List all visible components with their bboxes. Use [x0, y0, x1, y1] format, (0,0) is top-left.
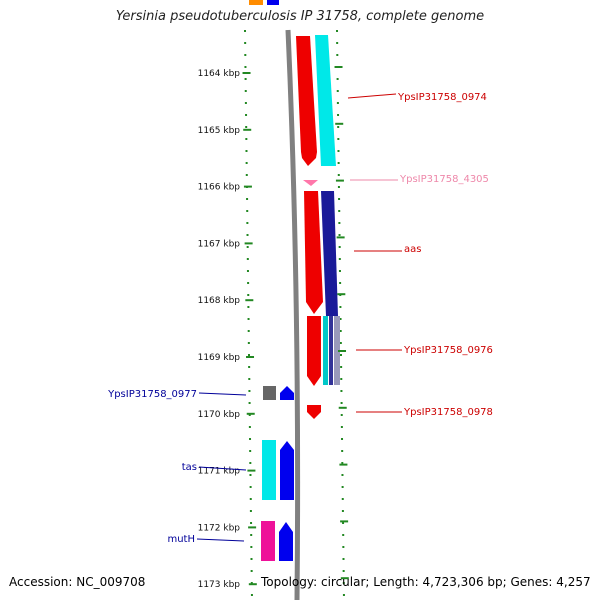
gene-label-ypsip31758-4305[interactable]: YpsIP31758_4305: [399, 174, 489, 185]
tick-label: 1172 kbp: [198, 523, 241, 533]
genome-backbone: [285, 29, 301, 600]
gene-arrow-aas[interactable]: [304, 191, 323, 314]
topology-text: Topology: circular; Length: 4,723,306 bp…: [261, 575, 591, 589]
accession-text: Accession: NC_009708: [9, 575, 146, 589]
gene-arrow-ypsip31758-0977[interactable]: [263, 386, 276, 400]
gene-arrow-ypsip31758-4305[interactable]: [303, 180, 318, 186]
tick-label: 1168 kbp: [198, 296, 241, 306]
gene-arrow-ypsip31758-0978[interactable]: [307, 405, 321, 419]
tick-label: 1167 kbp: [198, 239, 241, 249]
gene-arrow-indigo[interactable]: [329, 316, 333, 385]
gene-arrow-blue-mid[interactable]: [280, 441, 294, 500]
tick-label: 1164 kbp: [198, 69, 241, 79]
tick-label: 1170 kbp: [198, 410, 241, 420]
gene-label-leader: [196, 538, 245, 542]
gene-label-leader: [347, 93, 397, 99]
gene-label-ypsip31758-0977[interactable]: YpsIP31758_0977: [107, 389, 197, 400]
forward-genes: [296, 35, 340, 419]
gene-arrow-tas[interactable]: [262, 440, 276, 500]
gene-arrow-navy[interactable]: [321, 191, 338, 316]
gene-arrow-ypsip31758-0976[interactable]: [307, 316, 321, 386]
kbp-axis: 1164 kbp 1165 kbp 1166 kbp 1167 kbp 1168 kbp…: [198, 66, 349, 590]
gene-label-ypsip31758-0978[interactable]: YpsIP31758_0978: [403, 407, 493, 418]
ruler-right: [336, 29, 345, 600]
gene-label-muth[interactable]: mutH: [167, 534, 195, 545]
tick-label: 1173 kbp: [198, 580, 241, 590]
gene-label-leader: [198, 392, 247, 396]
gene-arrow-lavender[interactable]: [334, 316, 340, 385]
gene-arrow-cyan-upper[interactable]: [315, 35, 336, 166]
tick-label: 1165 kbp: [198, 126, 241, 136]
gene-label-ypsip31758-0974[interactable]: YpsIP31758_0974: [397, 92, 487, 103]
tick-label: 1169 kbp: [198, 353, 241, 363]
gene-arrow-blue-small[interactable]: [280, 386, 294, 400]
genome-title: Yersinia pseudotuberculosis IP 31758, co…: [115, 9, 485, 24]
feature-stub-orange: [249, 0, 263, 5]
feature-stub-blue: [267, 0, 279, 5]
gene-label-ypsip31758-0976[interactable]: YpsIP31758_0976: [403, 345, 493, 356]
ruler-left: [244, 29, 253, 600]
reverse-genes: [261, 386, 294, 561]
gene-label-leader: [198, 466, 247, 471]
gene-arrow-teal[interactable]: [323, 316, 328, 385]
gene-label-tas[interactable]: tas: [182, 462, 197, 473]
gene-label-aas[interactable]: aas: [404, 244, 421, 255]
tick-label: 1166 kbp: [198, 183, 241, 193]
gene-arrow-muth[interactable]: [261, 521, 275, 561]
tick-label: 1171 kbp: [198, 467, 241, 477]
gene-arrow-blue-low[interactable]: [279, 522, 293, 561]
gene-arrow-ypsip31758-0974[interactable]: [296, 36, 317, 166]
